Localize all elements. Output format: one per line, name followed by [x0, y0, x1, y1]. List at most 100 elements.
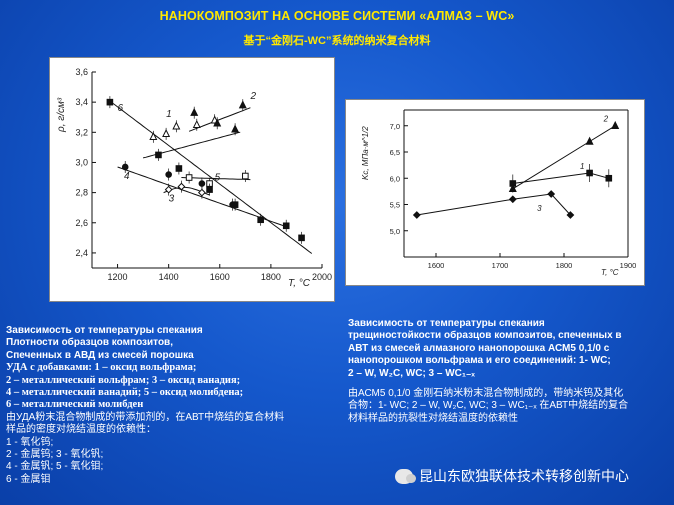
curve-label-4: 4 — [124, 171, 130, 182]
point-series-2 — [508, 183, 517, 192]
caption1-zh5: 4 - 金属钒; 5 - 氧化钼; — [6, 461, 104, 473]
y-tick-label: 2,4 — [75, 248, 88, 258]
caption1-line6: 4 – металлический ванадий; 5 – оксид мол… — [6, 387, 244, 399]
title-zh: 基于“金刚石-WC”系统的纳米复合材料 — [243, 35, 431, 47]
curve-label-2: 2 — [603, 115, 609, 124]
caption1-line7: 6 – металлический молибден — [6, 399, 144, 411]
point-series-3 — [412, 211, 421, 219]
point-series-3 — [508, 195, 517, 204]
point-series-6 — [155, 151, 162, 159]
caption2-spacer — [348, 380, 664, 388]
point-series-1 — [605, 174, 613, 182]
y-tick-label: 2,6 — [75, 218, 88, 228]
x-tick-label: 1700 — [492, 261, 509, 270]
point-series-3 — [177, 182, 186, 191]
y-tick-label: 3,2 — [75, 127, 88, 137]
point-series-3 — [547, 190, 556, 198]
caption1-zh4: 2 - 金属钨; 3 - 氧化钒; — [6, 449, 104, 461]
wechat-icon — [395, 468, 416, 484]
curve-label-1: 1 — [166, 109, 172, 120]
point-series-6 — [206, 186, 213, 193]
point-series-3 — [197, 188, 206, 197]
x-tick-label: 1400 — [159, 272, 179, 282]
point-series-1 — [586, 169, 593, 177]
y-tick-label: 6,0 — [390, 174, 400, 183]
toughness-chart-panel: 1600 1700 1800 1900 5,0 5,5 6,0 6,5 7,0 T, °C Kc, … — [345, 99, 645, 286]
caption1-line4: УДА с добавками: 1 – оксид вольфрама; — [6, 362, 197, 374]
title-ru: НАНОКОМПОЗИТ НА ОСНОВЕ СИСТЕМИ «АЛМАЗ – … — [159, 9, 515, 23]
point-series-3 — [164, 185, 173, 194]
curve-4 — [117, 166, 284, 227]
point-series-2 — [213, 118, 222, 127]
caption1-zh3: 1 - 氧化钨; — [6, 436, 54, 448]
curve-label-3: 3 — [537, 204, 542, 213]
point-series-5 — [242, 172, 249, 180]
caption1-line2: Плотности образцов композитов, — [6, 337, 173, 349]
x-tick-label: 1800 — [261, 272, 281, 282]
series-line-2 — [512, 125, 616, 190]
x-axis-label: T, °C — [601, 268, 619, 277]
y-tick-label: 3,0 — [75, 157, 88, 167]
point-series-2 — [585, 136, 594, 145]
x-tick-label: 1200 — [108, 272, 128, 282]
point-series-1 — [192, 119, 201, 128]
curve-label-5: 5 — [215, 173, 221, 184]
point-series-2 — [611, 120, 620, 129]
caption1-line3: Спеченных в АВД из смесей порошка — [6, 349, 194, 361]
caption2-line3: АВТ из смесей алмазного нанопорошка АСМ5… — [348, 342, 610, 354]
caption2-line2: трещиностойкости образцов композитов, сп… — [348, 330, 622, 342]
point-series-1 — [172, 121, 181, 130]
curve-label-3: 3 — [169, 194, 175, 205]
point-series-4 — [121, 163, 129, 171]
point-series-6 — [175, 165, 183, 172]
caption2-line1: Зависимость от температуры спекания — [348, 318, 545, 329]
caption2-zh3: 材料样品的抗裂性对烧结温度的依赖性 — [348, 412, 518, 424]
caption1-zh6: 6 - 金属钼 — [6, 473, 51, 485]
x-tick-label: 1600 — [210, 272, 230, 282]
point-series-1 — [162, 128, 171, 138]
curve-5 — [181, 177, 251, 181]
caption1-line1: Зависимость от температуры спекания — [6, 325, 203, 336]
y-tick-label: 2,8 — [75, 188, 88, 198]
point-series-6 — [231, 201, 239, 208]
point-series-2 — [190, 107, 199, 116]
y-tick-label: 3,4 — [75, 97, 88, 107]
point-series-6 — [257, 216, 264, 224]
caption1-zh1: 由УДА粉末混合物制成的带添加剂的，在АВТ中烧结的复合材料 — [6, 411, 285, 423]
point-series-4 — [165, 171, 172, 178]
point-series-1 — [149, 132, 158, 141]
caption-density: Зависимость от температуры спекания Плот… — [6, 325, 336, 486]
y-axis-label: ρ, г/см³ — [56, 97, 67, 133]
point-series-3 — [566, 211, 575, 219]
point-series-2 — [231, 124, 240, 133]
toughness-chart: 1600 1700 1800 1900 5,0 5,5 6,0 6,5 7,0 T, °C Kc, … — [361, 109, 637, 277]
point-series-4 — [198, 180, 206, 187]
x-tick-label: 2000 — [312, 272, 332, 282]
watermark-text: 昆山东欧独联体技术转移创新中心 — [419, 468, 629, 484]
x-tick-label: 1900 — [620, 261, 637, 270]
density-chart: 1200 1400 1600 1800 2000 2,4 2,6 2,8 3,0 3,2 3,4 3,… — [56, 67, 332, 289]
point-series-6 — [298, 234, 305, 242]
curve-label-6: 6 — [118, 103, 124, 114]
caption1-line5: 2 – металлический вольфрам; 3 – оксид ва… — [6, 374, 241, 386]
x-axis-label: T, °C — [288, 278, 311, 289]
x-tick-label: 1800 — [556, 261, 573, 270]
series-line-3 — [416, 193, 571, 216]
curve-6 — [106, 98, 313, 254]
watermark: 昆山东欧独联体技术转移创新中心 — [395, 466, 629, 486]
y-tick-label: 7,0 — [390, 122, 400, 131]
series-line-1 — [512, 172, 609, 184]
curve-label-1: 1 — [580, 162, 584, 171]
x-tick-label: 1600 — [428, 261, 445, 270]
density-chart-panel: 1200 1400 1600 1800 2000 2,4 2,6 2,8 3,0 3,2 3,4 3,… — [49, 57, 335, 302]
y-tick-label: 3,6 — [75, 67, 88, 77]
caption1-zh2: 样品的密度对烧结温度的依赖性： — [6, 424, 156, 436]
caption2-line4: нанопорошком вольфрама и его соединений:… — [348, 355, 611, 367]
caption2-line5: 2 – W, W₂C, WC; 3 – WC₁₋ₓ — [348, 367, 475, 379]
point-series-6 — [106, 98, 114, 106]
point-series-2 — [238, 100, 247, 109]
caption-toughness: Зависимость от температуры спекания трещ… — [348, 318, 664, 425]
y-tick-label: 6,5 — [390, 148, 400, 157]
point-series-5 — [185, 174, 193, 181]
y-axis-label: Kc, МПа·м^1/2 — [361, 126, 370, 180]
